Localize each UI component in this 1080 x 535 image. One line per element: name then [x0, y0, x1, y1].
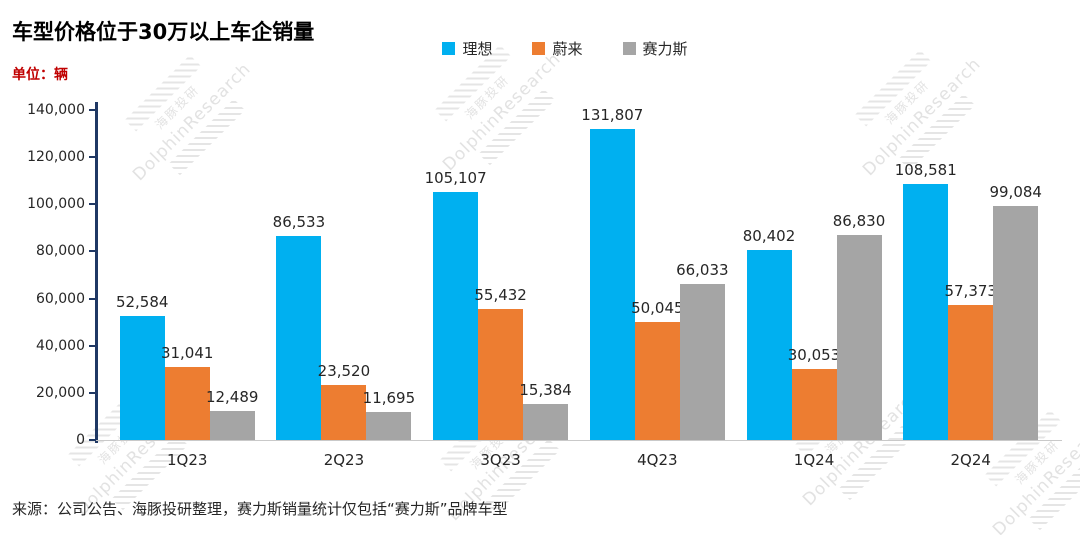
bar-group-2q23: 86,533 23,520 11,695 2Q23: [272, 110, 416, 469]
x-label-1q24: 1Q24: [793, 451, 835, 469]
bar-value-label: 66,033: [676, 261, 729, 280]
bar-group-1q23: 52,584 31,041 12,489 1Q23: [116, 110, 259, 469]
bar-value-label: 86,830: [832, 212, 886, 231]
y-tick-label: 80,000: [36, 243, 85, 260]
y-axis-tick: [89, 156, 96, 159]
bar-value-label: 57,373: [944, 281, 997, 300]
x-label-4q23: 4Q23: [637, 451, 678, 469]
bar-value-label: 12,489: [205, 387, 259, 406]
bar-value-label: 31,041: [160, 343, 214, 362]
y-axis-tick: [89, 109, 96, 111]
bar-value-label: 105,107: [424, 169, 487, 188]
legend-swatch-icon: [622, 42, 636, 55]
y-axis-tick: [89, 439, 96, 441]
y-axis-tick: [89, 297, 96, 300]
bar-value-label: 55,432: [474, 286, 527, 305]
y-tick-label: 0: [76, 432, 85, 448]
legend-item-s1: 理想: [442, 38, 492, 59]
bar-s2-1q24: [791, 369, 837, 440]
bar-s1-4q23: [589, 129, 635, 440]
chart-area: 52,584 31,041 12,489 1Q23 86,533 23,520 11,695…: [0, 102, 1080, 469]
bar-s3-1q24: [836, 235, 882, 440]
x-label-2q24: 2Q24: [950, 451, 991, 469]
bar-s2-4q23: [634, 322, 680, 440]
legend-item-s2: 蔚来: [532, 38, 583, 59]
y-tick-label: 60,000: [36, 290, 85, 307]
y-tick-label: 140,000: [27, 102, 85, 118]
bar-value-label: 86,533: [272, 213, 326, 232]
y-tick-label: 100,000: [27, 196, 85, 213]
x-label-2q23: 2Q23: [323, 451, 365, 469]
bar-s1-1q24: [746, 250, 792, 440]
legend-label: 理想: [462, 40, 493, 58]
y-tick-label: 40,000: [36, 337, 85, 354]
x-label-3q23: 3Q23: [480, 451, 521, 469]
bar-group-2q24: 108,581 57,373 99,084 2Q24: [895, 110, 1042, 469]
legend-swatch-icon: [442, 42, 456, 55]
x-axis-line: [95, 440, 1062, 441]
y-axis-tick: [89, 344, 96, 347]
bar-value-label: 108,581: [894, 161, 957, 180]
bar-group-4q23: 131,807 50,045 66,033 4Q23: [581, 106, 728, 469]
bar-value-label: 11,695: [362, 389, 416, 408]
bar-s2-3q23: [478, 309, 524, 440]
bar-s1-2q24: [903, 184, 949, 440]
legend-item-s3: 赛力斯: [622, 38, 688, 59]
legend-label: 赛力斯: [642, 40, 688, 58]
unit-label: 单位：辆: [12, 67, 68, 83]
x-label-1q23: 1Q23: [166, 451, 208, 469]
bar-s3-1q23: [209, 410, 255, 440]
bar-s1-1q23: [119, 316, 165, 440]
bar-value-label: 131,807: [581, 106, 644, 125]
bar-value-label: 52,584: [115, 293, 169, 312]
bar-value-label: 50,045: [631, 299, 684, 318]
source-note: 来源：公司公告、海豚投研整理，赛力斯销量统计仅包括“赛力斯”品牌车型: [12, 500, 508, 518]
bar-group-1q24: 80,402 30,053 86,830 1Q24: [743, 110, 886, 469]
bar-value-label: 23,520: [317, 361, 371, 380]
bar-s3-3q23: [523, 403, 569, 440]
plot-area: 52,584 31,041 12,489 1Q23 86,533 23,520 11,695…: [98, 106, 1060, 469]
bar-group-3q23: 105,107 55,432 15,384 3Q23: [425, 110, 572, 469]
y-axis-tick: [89, 391, 96, 394]
bar-s3-4q23: [679, 284, 725, 440]
bar-s2-1q23: [164, 366, 210, 440]
bar-value-label: 80,402: [742, 227, 796, 246]
bar-value-label: 30,053: [787, 346, 841, 365]
bar-s1-2q23: [276, 236, 322, 440]
chart-title: 车型价格位于30万以上车企销量: [12, 20, 315, 44]
legend-label: 蔚来: [552, 40, 583, 58]
y-tick-label: 120,000: [27, 149, 85, 166]
bar-value-label: 15,384: [519, 380, 572, 399]
y-tick-label: 20,000: [36, 384, 85, 401]
y-axis-line: [95, 102, 98, 443]
bar-s3-2q23: [366, 412, 412, 440]
legend: 理想 蔚来 赛力斯: [0, 38, 1080, 59]
bar-s3-2q24: [993, 206, 1039, 440]
y-axis-tick: [89, 250, 96, 253]
bar-s1-3q23: [433, 192, 479, 440]
bar-s2-2q24: [948, 304, 994, 440]
bar-value-label: 99,084: [989, 183, 1042, 202]
y-axis-tick: [89, 203, 96, 206]
bar-s2-2q23: [321, 384, 367, 440]
legend-swatch-icon: [532, 42, 546, 55]
